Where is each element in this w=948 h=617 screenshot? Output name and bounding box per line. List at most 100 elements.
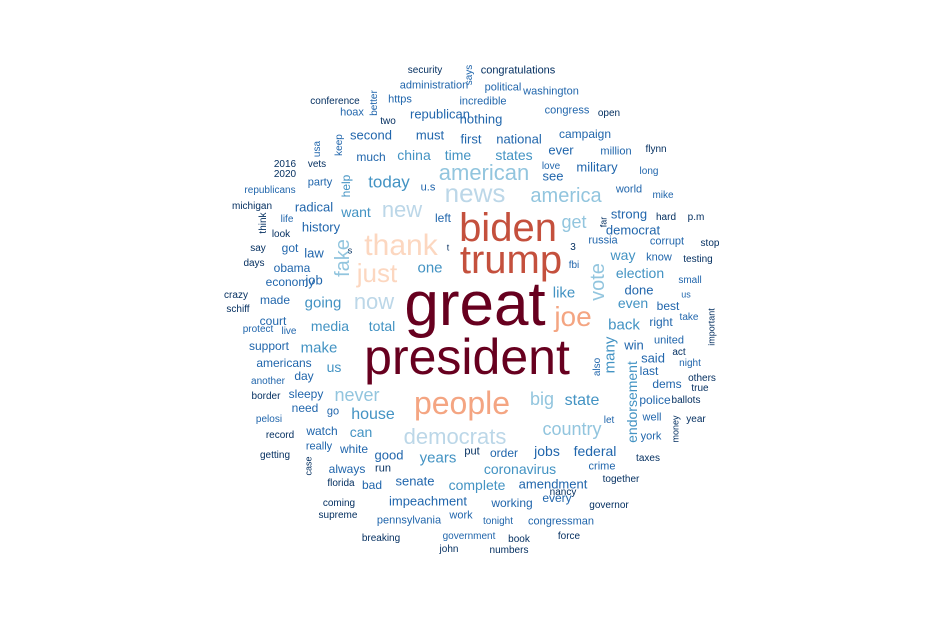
word-order: order xyxy=(489,446,519,460)
word-new: new xyxy=(381,197,423,222)
word-hard: hard xyxy=(655,212,677,223)
word-dems: dems xyxy=(652,377,682,391)
word-2020: 2020 xyxy=(273,169,297,180)
word-washington: washington xyxy=(523,85,579,98)
word-president: president xyxy=(364,329,570,385)
word-history: history xyxy=(301,219,341,235)
word-military: military xyxy=(576,159,618,175)
word-right: right xyxy=(649,315,673,329)
word-just: just xyxy=(356,258,398,288)
word-important: important xyxy=(706,308,717,346)
word-florida: florida xyxy=(327,478,355,489)
word-breaking: breaking xyxy=(361,533,401,544)
word-amendment: amendment xyxy=(518,476,588,492)
word-biden: biden xyxy=(459,206,557,250)
word-america: america xyxy=(530,185,602,207)
word-election: election xyxy=(615,265,665,281)
word-john: john xyxy=(439,544,459,555)
word-money: money xyxy=(670,415,681,443)
word-day: day xyxy=(294,369,314,383)
word-every: every xyxy=(542,491,572,505)
word-year: year xyxy=(686,414,706,425)
word-flynn: flynn xyxy=(645,144,667,155)
word-let: let xyxy=(603,415,615,426)
word-total: total xyxy=(368,318,396,334)
word-congressman: congressman xyxy=(527,515,595,528)
word-party: party xyxy=(307,176,333,189)
word-got: got xyxy=(281,241,299,255)
word-political: political xyxy=(484,81,522,94)
word-congratulations: congratulations xyxy=(480,64,556,77)
word-protect: protect xyxy=(242,324,274,335)
word-world: world xyxy=(615,183,643,196)
word-night: night xyxy=(679,358,701,369)
word-says: says xyxy=(464,64,475,86)
word-well: well xyxy=(642,411,662,424)
word-want: want xyxy=(341,204,371,220)
word-nancy: nancy xyxy=(549,487,577,498)
word-good: good xyxy=(374,447,404,463)
word-joe: joe xyxy=(554,301,592,332)
word-together: together xyxy=(602,474,640,485)
word-much: much xyxy=(356,150,386,164)
word-taxes: taxes xyxy=(636,453,660,464)
word-russia: russia xyxy=(588,234,618,247)
word-now: now xyxy=(353,289,395,314)
word-tonight: tonight xyxy=(482,516,514,527)
word-trump: trump xyxy=(459,238,563,282)
word-done: done xyxy=(624,282,654,298)
word-crazy: crazy xyxy=(224,290,248,301)
word-last: last xyxy=(639,364,659,378)
word-republican: republican xyxy=(410,106,470,122)
word-watch: watch xyxy=(306,424,338,438)
word-get: get xyxy=(561,212,587,232)
word-court: court xyxy=(259,314,287,328)
word-working: working xyxy=(491,496,533,510)
word-one: one xyxy=(417,259,443,277)
word-act: act xyxy=(672,347,686,358)
word-job: job xyxy=(305,272,323,288)
word-made: made xyxy=(259,293,291,307)
word-3: 3 xyxy=(570,242,576,253)
word-two: two xyxy=(380,116,396,127)
word-states: states xyxy=(495,147,533,163)
word-corrupt: corrupt xyxy=(649,235,685,248)
word-can: can xyxy=(349,424,373,440)
word-case: case xyxy=(303,456,314,476)
word-ballots: ballots xyxy=(671,395,701,406)
word-congress: congress xyxy=(544,104,590,117)
word-win: win xyxy=(624,337,644,353)
word-crime: crime xyxy=(588,460,616,473)
word-governor: governor xyxy=(589,500,629,511)
word-economy: economy xyxy=(265,275,315,289)
word-impeachment: impeachment xyxy=(388,493,468,509)
word-need: need xyxy=(291,401,319,415)
word-take: take xyxy=(679,312,699,323)
word-us: us xyxy=(681,289,691,300)
word-run: run xyxy=(375,462,391,475)
word-complete: complete xyxy=(448,477,506,493)
word-senate: senate xyxy=(395,473,435,489)
word-stop: stop xyxy=(700,238,720,249)
word-first: first xyxy=(460,131,482,147)
word-government: government xyxy=(442,531,496,542)
word-democrats: democrats xyxy=(403,424,507,449)
word-border: border xyxy=(251,391,281,402)
word-big: big xyxy=(529,389,555,409)
word-like: like xyxy=(552,284,576,302)
word-must: must xyxy=(415,127,445,143)
word-years: years xyxy=(419,449,457,467)
word-usa: usa xyxy=(312,140,323,158)
word-fbi: fbi xyxy=(568,260,580,271)
word-democrat: democrat xyxy=(605,222,661,238)
word-open: open xyxy=(597,108,621,119)
word-campaign: campaign xyxy=(558,127,612,141)
word-true: true xyxy=(691,383,709,394)
word-china: china xyxy=(397,147,431,163)
word-americans: americans xyxy=(256,356,312,370)
word-put: put xyxy=(464,445,480,458)
word-media: media xyxy=(310,318,350,334)
word-2016: 2016 xyxy=(273,159,297,170)
word-small: small xyxy=(678,275,702,286)
